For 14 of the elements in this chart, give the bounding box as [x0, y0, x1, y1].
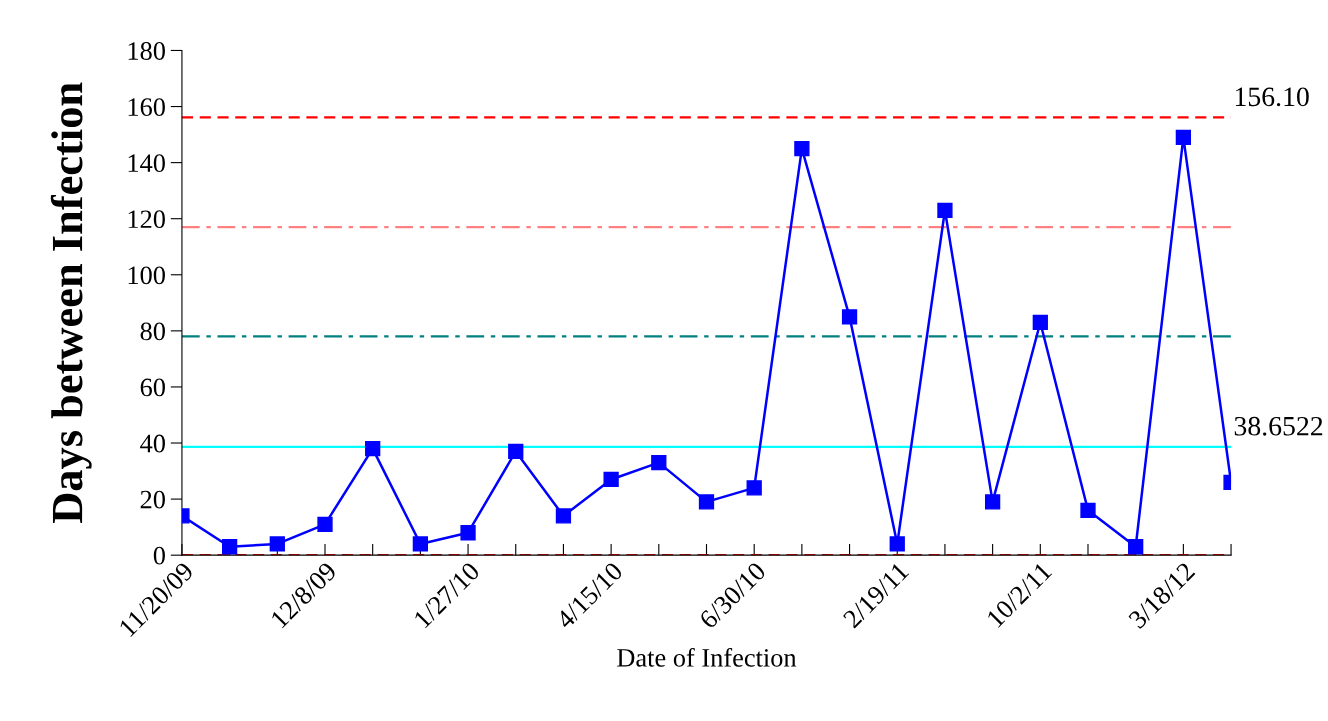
y-tick-label: 60 — [140, 378, 165, 397]
ref-line-label: 156.10 — [1235, 87, 1309, 107]
y-tick-label: 40 — [140, 434, 165, 453]
y-tick-label: 180 — [128, 42, 165, 60]
y-tick-label: 120 — [128, 210, 165, 229]
y-tick-label: 100 — [128, 266, 165, 285]
y-tick-label: 140 — [128, 154, 165, 173]
y-tick-label: 80 — [140, 322, 165, 341]
y-tick-label: 20 — [140, 490, 165, 509]
y-axis-title: Days between Infection — [50, 82, 92, 523]
x-axis-title: Date of Infection — [617, 647, 797, 667]
y-tick-label: 160 — [128, 98, 165, 116]
ref-line-label: 38.6522 — [1234, 416, 1323, 436]
y-tick-label: 0 — [153, 546, 165, 565]
